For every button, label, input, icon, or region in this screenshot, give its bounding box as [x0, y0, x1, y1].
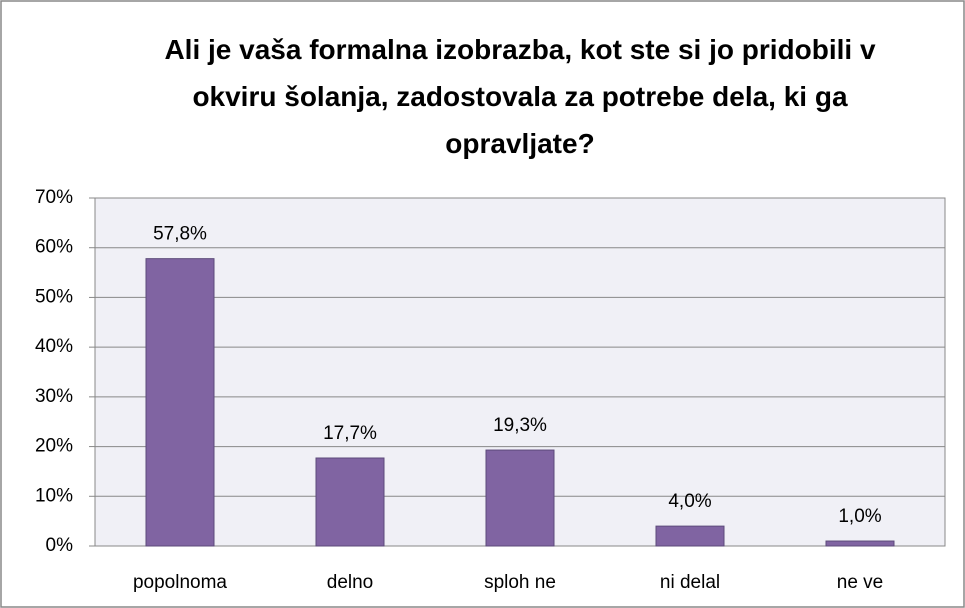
data-label: 4,0%: [668, 491, 711, 512]
y-tick-label: 0%: [46, 535, 74, 556]
bar: [655, 525, 725, 547]
x-tick-label: delno: [327, 572, 374, 593]
bar: [485, 449, 555, 547]
chart-title: Ali je vaša formalna izobrazba, kot ste …: [164, 34, 876, 159]
bar: [825, 540, 895, 547]
x-tick-label: ni delal: [660, 572, 720, 593]
y-tick-label: 10%: [35, 485, 73, 506]
y-tick-label: 20%: [35, 436, 73, 457]
data-label: 19,3%: [493, 415, 547, 436]
x-tick-label: ne ve: [837, 572, 883, 593]
x-tick-label: popolnoma: [133, 572, 227, 593]
bar: [315, 457, 385, 547]
y-tick-label: 60%: [35, 237, 73, 258]
y-tick-label: 40%: [35, 336, 73, 357]
data-label: 1,0%: [838, 506, 881, 527]
y-tick-label: 70%: [35, 187, 73, 208]
y-tick-label: 50%: [35, 286, 73, 307]
bar: [145, 258, 215, 547]
y-tick-label: 30%: [35, 386, 73, 407]
data-label: 17,7%: [323, 423, 377, 444]
data-label: 57,8%: [153, 224, 207, 245]
x-tick-label: sploh ne: [484, 572, 556, 593]
